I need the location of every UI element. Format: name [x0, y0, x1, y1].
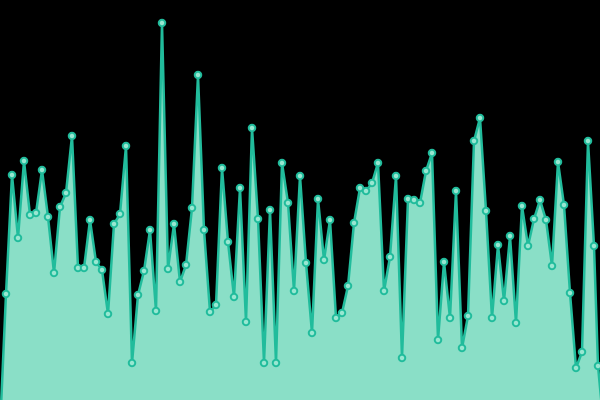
data-point-marker[interactable]	[373, 158, 383, 168]
data-point-marker[interactable]	[127, 358, 137, 368]
data-point-marker[interactable]	[121, 141, 131, 151]
data-point-marker[interactable]	[31, 208, 41, 218]
data-point-marker[interactable]	[577, 347, 587, 357]
data-point-marker[interactable]	[505, 231, 515, 241]
data-point-marker[interactable]	[91, 257, 101, 267]
data-point-marker[interactable]	[553, 157, 563, 167]
data-point-marker[interactable]	[277, 158, 287, 168]
data-point-marker[interactable]	[181, 260, 191, 270]
data-point-marker[interactable]	[331, 313, 341, 323]
area-fill	[1, 23, 600, 400]
data-point-marker[interactable]	[487, 313, 497, 323]
data-point-marker[interactable]	[517, 201, 527, 211]
data-point-marker[interactable]	[169, 219, 179, 229]
data-point-marker[interactable]	[397, 353, 407, 363]
data-point-marker[interactable]	[223, 237, 233, 247]
data-point-marker[interactable]	[427, 148, 437, 158]
data-point-marker[interactable]	[391, 171, 401, 181]
data-point-marker[interactable]	[511, 318, 521, 328]
data-point-marker[interactable]	[109, 219, 119, 229]
data-point-marker[interactable]	[1, 289, 11, 299]
data-point-marker[interactable]	[259, 358, 269, 368]
data-point-marker[interactable]	[463, 311, 473, 321]
data-point-marker[interactable]	[589, 241, 599, 251]
data-point-marker[interactable]	[319, 255, 329, 265]
data-point-marker[interactable]	[583, 136, 593, 146]
data-point-marker[interactable]	[37, 165, 47, 175]
data-point-marker[interactable]	[247, 123, 257, 133]
data-point-marker[interactable]	[343, 281, 353, 291]
data-point-marker[interactable]	[301, 258, 311, 268]
data-point-marker[interactable]	[295, 171, 305, 181]
data-point-marker[interactable]	[481, 206, 491, 216]
data-point-marker[interactable]	[199, 225, 209, 235]
data-point-marker[interactable]	[457, 343, 467, 353]
data-point-marker[interactable]	[151, 306, 161, 316]
data-point-marker[interactable]	[193, 70, 203, 80]
data-point-marker[interactable]	[265, 205, 275, 215]
data-point-marker[interactable]	[523, 241, 533, 251]
data-point-marker[interactable]	[313, 194, 323, 204]
data-point-marker[interactable]	[289, 286, 299, 296]
data-point-marker[interactable]	[241, 317, 251, 327]
data-point-marker[interactable]	[535, 195, 545, 205]
data-point-marker[interactable]	[13, 233, 23, 243]
data-point-marker[interactable]	[307, 328, 317, 338]
data-point-marker[interactable]	[451, 186, 461, 196]
data-point-marker[interactable]	[211, 300, 221, 310]
data-point-marker[interactable]	[115, 209, 125, 219]
data-point-marker[interactable]	[559, 200, 569, 210]
data-point-marker[interactable]	[217, 163, 227, 173]
data-point-marker[interactable]	[499, 296, 509, 306]
data-point-marker[interactable]	[55, 202, 65, 212]
data-point-marker[interactable]	[19, 156, 29, 166]
data-point-marker[interactable]	[145, 225, 155, 235]
data-point-marker[interactable]	[415, 198, 425, 208]
data-point-marker[interactable]	[385, 252, 395, 262]
data-point-marker[interactable]	[235, 183, 245, 193]
data-point-marker[interactable]	[493, 240, 503, 250]
data-point-marker[interactable]	[7, 170, 17, 180]
data-point-marker[interactable]	[421, 166, 431, 176]
data-point-marker[interactable]	[157, 18, 167, 28]
data-point-marker[interactable]	[271, 358, 281, 368]
data-point-marker[interactable]	[529, 214, 539, 224]
data-point-marker[interactable]	[367, 178, 377, 188]
data-point-marker[interactable]	[97, 265, 107, 275]
data-point-marker[interactable]	[361, 186, 371, 196]
data-point-marker[interactable]	[85, 215, 95, 225]
data-point-marker[interactable]	[547, 261, 557, 271]
data-point-marker[interactable]	[139, 266, 149, 276]
data-point-marker[interactable]	[187, 203, 197, 213]
data-point-marker[interactable]	[103, 309, 113, 319]
data-point-marker[interactable]	[133, 290, 143, 300]
data-point-marker[interactable]	[469, 136, 479, 146]
data-point-marker[interactable]	[49, 268, 59, 278]
data-point-marker[interactable]	[433, 335, 443, 345]
data-point-marker[interactable]	[571, 363, 581, 373]
data-point-marker[interactable]	[541, 215, 551, 225]
data-point-marker[interactable]	[593, 361, 600, 371]
data-point-marker[interactable]	[283, 198, 293, 208]
data-point-marker[interactable]	[43, 212, 53, 222]
data-point-marker[interactable]	[163, 264, 173, 274]
data-point-marker[interactable]	[475, 113, 485, 123]
data-point-marker[interactable]	[253, 214, 263, 224]
data-point-marker[interactable]	[325, 215, 335, 225]
data-point-marker[interactable]	[61, 188, 71, 198]
data-point-marker[interactable]	[337, 308, 347, 318]
data-point-marker[interactable]	[445, 313, 455, 323]
data-point-marker[interactable]	[439, 257, 449, 267]
data-point-marker[interactable]	[79, 263, 89, 273]
data-point-marker[interactable]	[67, 131, 77, 141]
data-point-marker[interactable]	[565, 288, 575, 298]
data-point-marker[interactable]	[229, 292, 239, 302]
data-point-marker[interactable]	[205, 307, 215, 317]
data-point-marker[interactable]	[175, 277, 185, 287]
data-point-marker[interactable]	[349, 218, 359, 228]
data-point-marker[interactable]	[379, 286, 389, 296]
